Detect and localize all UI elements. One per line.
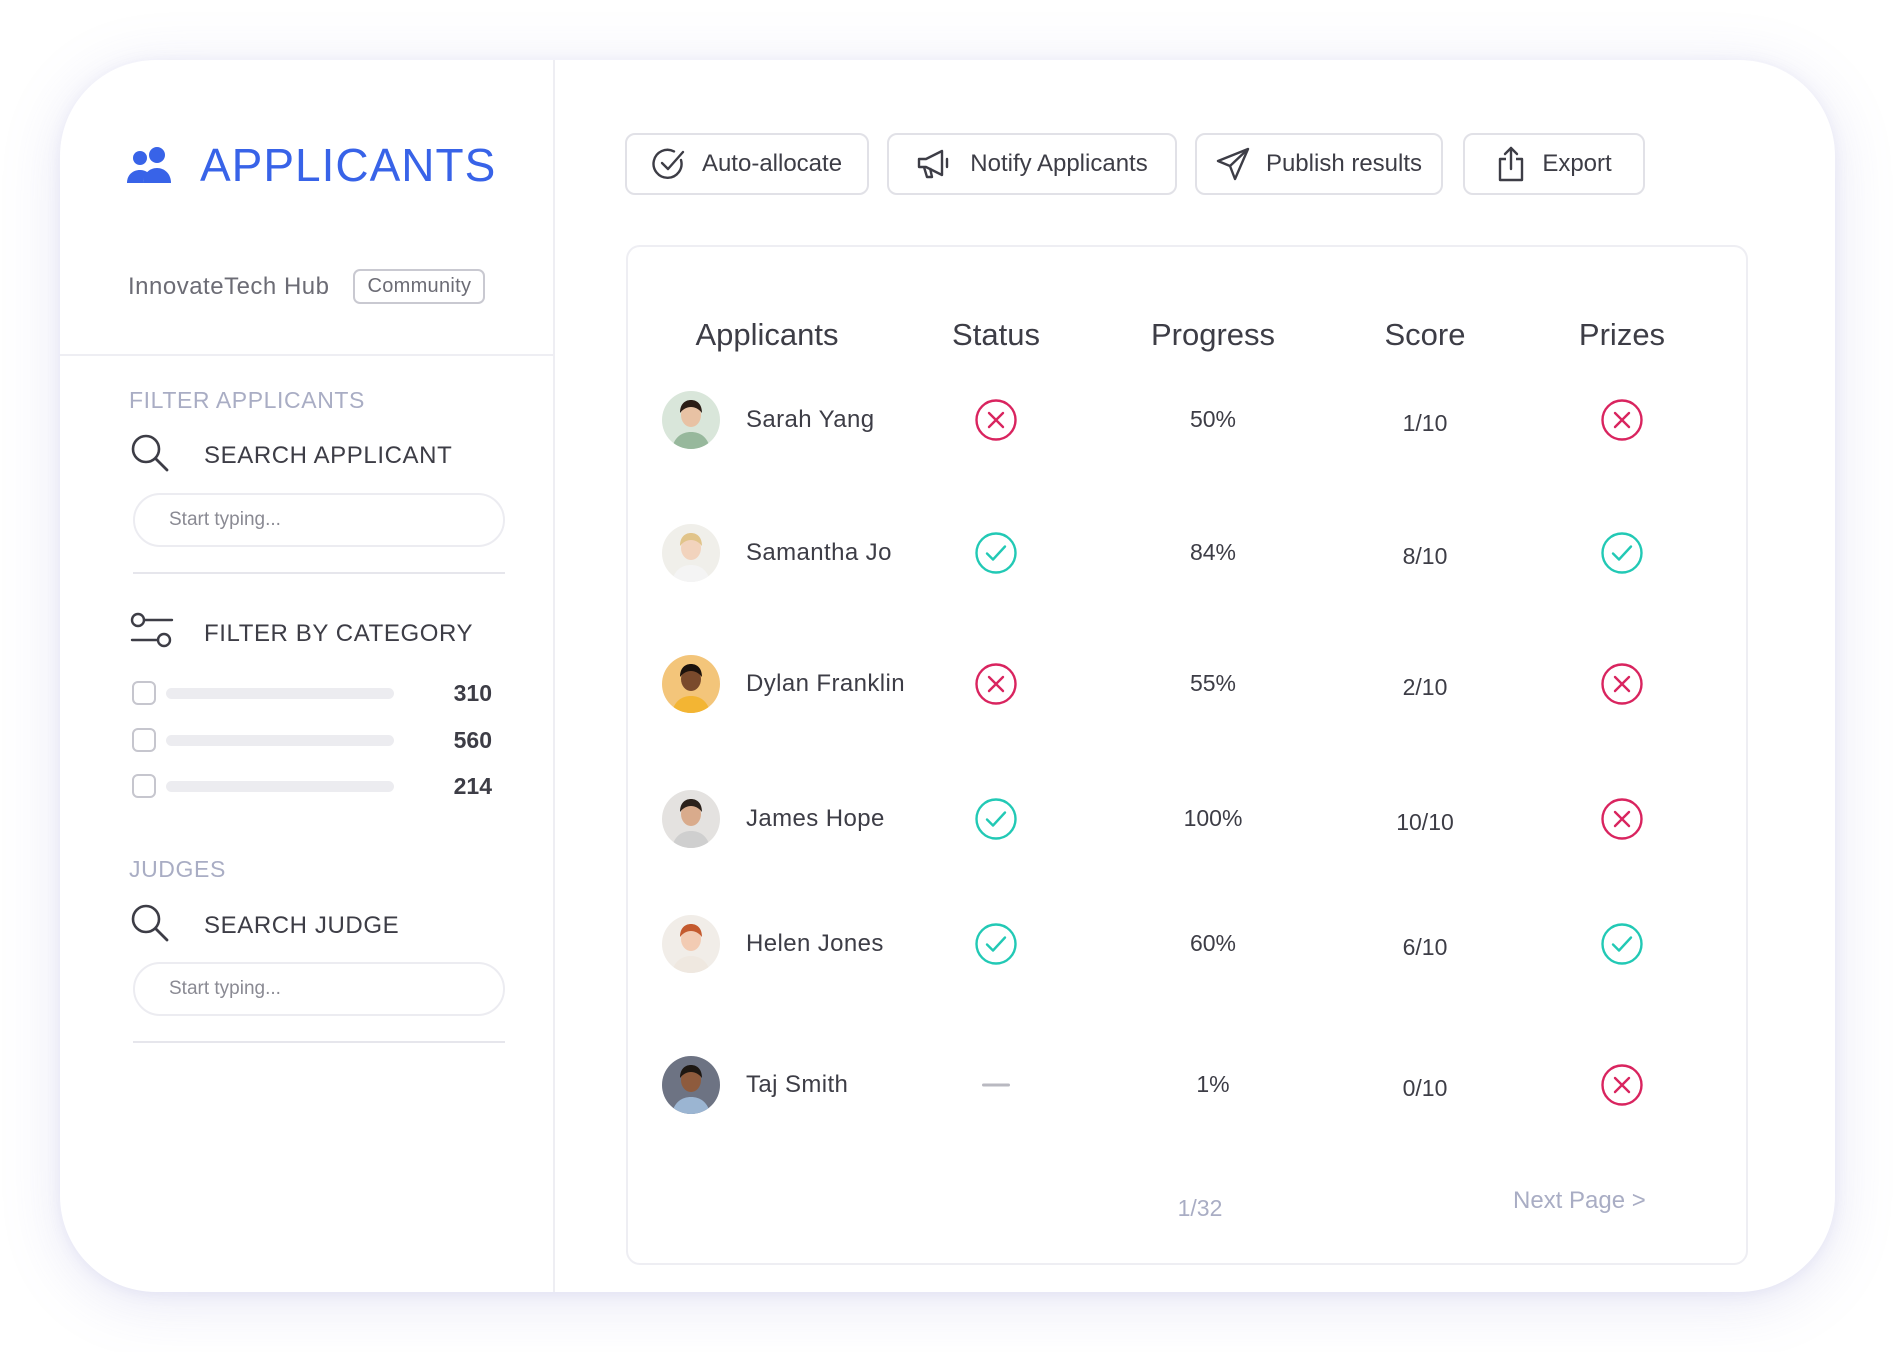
auto-allocate-label: Auto-allocate (701, 150, 843, 177)
publish-results-button[interactable]: Publish results (1195, 133, 1443, 195)
category-count: 310 (453, 679, 492, 706)
x-circle-icon[interactable] (1600, 398, 1644, 442)
avatar (662, 790, 720, 848)
notify-applicants-button[interactable]: Notify Applicants (887, 133, 1177, 195)
applicants-panel: APPLICANTS InnovateTech Hub Community FI… (60, 60, 1835, 1292)
filter-category-row: FILTER BY CATEGORY (130, 611, 473, 656)
column-header-status[interactable]: Status (952, 317, 1040, 352)
category-checkbox[interactable] (132, 681, 156, 705)
search-judge-label: SEARCH JUDGE (204, 911, 400, 939)
column-header-applicants[interactable]: Applicants (695, 317, 839, 352)
search-icon (130, 433, 170, 478)
search-applicant-input[interactable] (133, 493, 505, 547)
search-applicant-label: SEARCH APPLICANT (204, 441, 453, 469)
check-circle-icon[interactable] (974, 531, 1018, 575)
sliders-icon (130, 611, 174, 656)
divider (60, 354, 555, 356)
search-applicant-row: SEARCH APPLICANT (130, 433, 452, 478)
notify-applicants-label: Notify Applicants (970, 150, 1148, 177)
sidebar: APPLICANTS InnovateTech Hub Community FI… (60, 60, 555, 1292)
check-circle-icon[interactable] (1600, 922, 1644, 966)
next-page-link[interactable]: Next Page > (1513, 1187, 1646, 1214)
applicant-name[interactable]: Dylan Franklin (746, 670, 905, 697)
pagination-indicator: 1/32 (1177, 1195, 1223, 1221)
brand: APPLICANTS (126, 138, 496, 192)
export-label: Export (1542, 150, 1612, 177)
filter-applicants-heading: FILTER APPLICANTS (129, 387, 365, 413)
x-circle-icon[interactable] (974, 662, 1018, 706)
category-filter-item[interactable]: 214 (132, 773, 492, 799)
score-value: 2/10 (1402, 674, 1448, 700)
dash-icon (982, 1083, 1010, 1087)
search-judge-row: SEARCH JUDGE (130, 903, 399, 948)
export-button[interactable]: Export (1463, 133, 1645, 195)
divider (133, 1041, 505, 1043)
score-value: 0/10 (1402, 1075, 1448, 1101)
paper-plane-icon (1216, 147, 1250, 181)
progress-value: 50% (1189, 406, 1237, 432)
progress-value: 84% (1189, 539, 1237, 565)
avatar (662, 391, 720, 449)
category-filter-item[interactable]: 310 (132, 680, 492, 706)
progress-value: 60% (1189, 930, 1237, 956)
score-value: 6/10 (1402, 934, 1448, 960)
check-circle-icon[interactable] (1600, 531, 1644, 575)
category-checkbox[interactable] (132, 774, 156, 798)
progress-value: 55% (1189, 670, 1237, 696)
org-row: InnovateTech Hub Community (128, 269, 486, 304)
megaphone-icon (916, 148, 954, 180)
filter-category-label: FILTER BY CATEGORY (204, 619, 474, 647)
column-header-score[interactable]: Score (1384, 317, 1466, 352)
check-circle-icon[interactable] (974, 922, 1018, 966)
search-icon (130, 903, 170, 948)
check-circle-icon (652, 147, 686, 181)
org-name: InnovateTech Hub (128, 272, 330, 300)
score-value: 1/10 (1402, 410, 1448, 436)
avatar (662, 915, 720, 973)
column-header-prizes[interactable]: Prizes (1578, 317, 1666, 352)
org-type-badge: Community (353, 269, 486, 304)
share-upload-icon (1496, 146, 1526, 182)
x-circle-icon[interactable] (1600, 797, 1644, 841)
column-header-progress[interactable]: Progress (1150, 317, 1276, 352)
x-circle-icon[interactable] (1600, 1063, 1644, 1107)
category-label-placeholder (166, 734, 394, 746)
publish-results-label: Publish results (1265, 150, 1423, 177)
judges-heading: JUDGES (129, 856, 226, 882)
score-value: 10/10 (1396, 809, 1454, 835)
x-circle-icon[interactable] (1600, 662, 1644, 706)
avatar (662, 655, 720, 713)
avatar (662, 524, 720, 582)
category-filter-item[interactable]: 560 (132, 727, 492, 753)
applicant-name[interactable]: Sarah Yang (746, 406, 875, 433)
applicant-name[interactable]: James Hope (746, 805, 885, 832)
progress-value: 100% (1183, 805, 1243, 831)
category-checkbox[interactable] (132, 728, 156, 752)
users-icon (126, 146, 174, 184)
progress-value: 1% (1196, 1071, 1230, 1097)
category-count: 214 (453, 772, 492, 799)
search-judge-input[interactable] (133, 962, 505, 1016)
page-title: APPLICANTS (200, 139, 497, 191)
applicant-name[interactable]: Helen Jones (746, 930, 884, 957)
category-label-placeholder (166, 780, 394, 792)
category-label-placeholder (166, 687, 394, 699)
x-circle-icon[interactable] (974, 398, 1018, 442)
divider (133, 572, 505, 574)
applicant-name[interactable]: Samantha Jo (746, 539, 892, 566)
category-count: 560 (453, 726, 492, 753)
score-value: 8/10 (1402, 543, 1448, 569)
applicant-name[interactable]: Taj Smith (746, 1071, 849, 1098)
auto-allocate-button[interactable]: Auto-allocate (625, 133, 869, 195)
check-circle-icon[interactable] (974, 797, 1018, 841)
applicants-table: Applicants Status Progress Score Prizes … (626, 245, 1748, 1265)
avatar (662, 1056, 720, 1114)
